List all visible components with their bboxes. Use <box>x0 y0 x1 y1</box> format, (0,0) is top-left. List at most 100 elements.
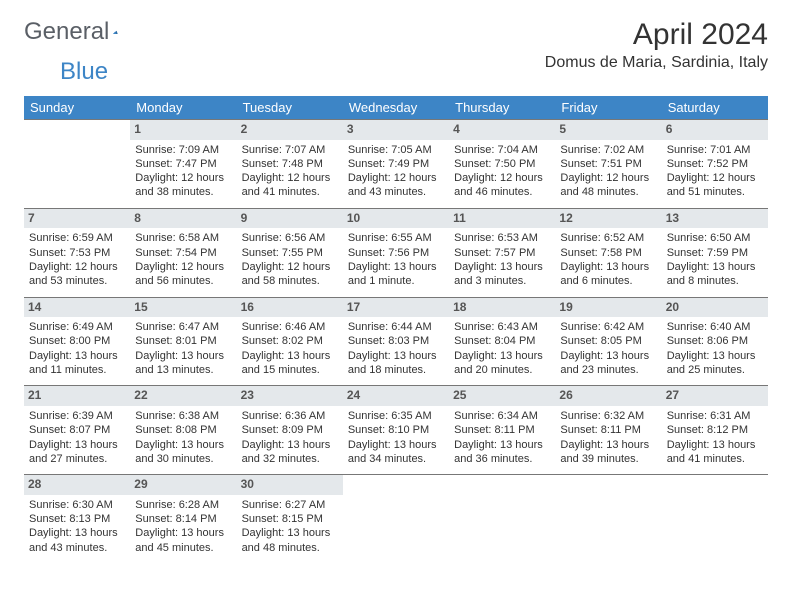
calendar-cell: 4Sunrise: 7:04 AMSunset: 7:50 PMDaylight… <box>449 120 555 209</box>
daylight: Daylight: 13 hours and 36 minutes. <box>454 438 550 467</box>
daylight: Daylight: 13 hours and 43 minutes. <box>29 526 125 555</box>
sunrise: Sunrise: 6:46 AM <box>242 320 338 334</box>
sunset: Sunset: 7:51 PM <box>560 157 656 171</box>
sunset: Sunset: 7:54 PM <box>135 246 231 260</box>
calendar-cell: 27Sunrise: 6:31 AMSunset: 8:12 PMDayligh… <box>662 386 768 475</box>
calendar-cell: 17Sunrise: 6:44 AMSunset: 8:03 PMDayligh… <box>343 297 449 386</box>
daylight: Daylight: 13 hours and 27 minutes. <box>29 438 125 467</box>
calendar-cell: 15Sunrise: 6:47 AMSunset: 8:01 PMDayligh… <box>130 297 236 386</box>
day-number: 30 <box>237 475 343 495</box>
sunset: Sunset: 8:05 PM <box>560 334 656 348</box>
sunrise: Sunrise: 6:34 AM <box>454 409 550 423</box>
sunset: Sunset: 7:58 PM <box>560 246 656 260</box>
calendar-cell: 5Sunrise: 7:02 AMSunset: 7:51 PMDaylight… <box>555 120 661 209</box>
day-number: 13 <box>662 209 768 229</box>
sunrise: Sunrise: 6:31 AM <box>667 409 763 423</box>
sunset: Sunset: 8:07 PM <box>29 423 125 437</box>
sunrise: Sunrise: 6:59 AM <box>29 231 125 245</box>
sunrise: Sunrise: 7:07 AM <box>242 143 338 157</box>
day-number: 21 <box>24 386 130 406</box>
sunrise: Sunrise: 7:04 AM <box>454 143 550 157</box>
weekday-header: Monday <box>130 96 236 120</box>
weekday-header: Thursday <box>449 96 555 120</box>
sunset: Sunset: 8:01 PM <box>135 334 231 348</box>
sunset: Sunset: 7:59 PM <box>667 246 763 260</box>
day-number: 28 <box>24 475 130 495</box>
calendar-cell: 12Sunrise: 6:52 AMSunset: 7:58 PMDayligh… <box>555 208 661 297</box>
calendar-cell: 7 Sunrise: 6:59 AMSunset: 7:53 PMDaylight… <box>24 208 130 297</box>
daylight: Daylight: 12 hours and 58 minutes. <box>242 260 338 289</box>
sunset: Sunset: 8:11 PM <box>454 423 550 437</box>
calendar-cell: 26Sunrise: 6:32 AMSunset: 8:11 PMDayligh… <box>555 386 661 475</box>
daylight: Daylight: 13 hours and 45 minutes. <box>135 526 231 555</box>
daylight: Daylight: 13 hours and 18 minutes. <box>348 349 444 378</box>
calendar-cell: 3Sunrise: 7:05 AMSunset: 7:49 PMDaylight… <box>343 120 449 209</box>
daylight: Daylight: 12 hours and 46 minutes. <box>454 171 550 200</box>
calendar-cell <box>343 475 449 563</box>
daylight: Daylight: 13 hours and 3 minutes. <box>454 260 550 289</box>
calendar-cell: 23Sunrise: 6:36 AMSunset: 8:09 PMDayligh… <box>237 386 343 475</box>
daylight: Daylight: 12 hours and 53 minutes. <box>29 260 125 289</box>
calendar-cell <box>555 475 661 563</box>
logo-text-2: Blue <box>60 58 108 86</box>
calendar-week: 21Sunrise: 6:39 AMSunset: 8:07 PMDayligh… <box>24 386 768 475</box>
calendar-cell: 13Sunrise: 6:50 AMSunset: 7:59 PMDayligh… <box>662 208 768 297</box>
daylight: Daylight: 13 hours and 1 minute. <box>348 260 444 289</box>
day-number: 11 <box>449 209 555 229</box>
calendar-cell: 22Sunrise: 6:38 AMSunset: 8:08 PMDayligh… <box>130 386 236 475</box>
calendar-cell: 1Sunrise: 7:09 AMSunset: 7:47 PMDaylight… <box>130 120 236 209</box>
calendar-cell: 29Sunrise: 6:28 AMSunset: 8:14 PMDayligh… <box>130 475 236 563</box>
day-number: 4 <box>449 120 555 140</box>
calendar-cell: 10Sunrise: 6:55 AMSunset: 7:56 PMDayligh… <box>343 208 449 297</box>
day-number: 18 <box>449 298 555 318</box>
weekday-header: Sunday <box>24 96 130 120</box>
calendar-cell: 18Sunrise: 6:43 AMSunset: 8:04 PMDayligh… <box>449 297 555 386</box>
day-number: 7 <box>24 209 130 229</box>
logo: General <box>24 18 141 46</box>
daylight: Daylight: 13 hours and 34 minutes. <box>348 438 444 467</box>
calendar-cell: 25Sunrise: 6:34 AMSunset: 8:11 PMDayligh… <box>449 386 555 475</box>
calendar-body: 1Sunrise: 7:09 AMSunset: 7:47 PMDaylight… <box>24 120 768 563</box>
calendar-cell <box>662 475 768 563</box>
day-number: 8 <box>130 209 236 229</box>
sunrise: Sunrise: 6:36 AM <box>242 409 338 423</box>
sunrise: Sunrise: 6:53 AM <box>454 231 550 245</box>
sunrise: Sunrise: 6:40 AM <box>667 320 763 334</box>
sunset: Sunset: 8:02 PM <box>242 334 338 348</box>
sunrise: Sunrise: 6:49 AM <box>29 320 125 334</box>
day-number: 10 <box>343 209 449 229</box>
weekday-header: Saturday <box>662 96 768 120</box>
calendar-cell: 20Sunrise: 6:40 AMSunset: 8:06 PMDayligh… <box>662 297 768 386</box>
daylight: Daylight: 13 hours and 30 minutes. <box>135 438 231 467</box>
sunset: Sunset: 8:12 PM <box>667 423 763 437</box>
calendar-cell: 30Sunrise: 6:27 AMSunset: 8:15 PMDayligh… <box>237 475 343 563</box>
calendar-week: 28Sunrise: 6:30 AMSunset: 8:13 PMDayligh… <box>24 475 768 563</box>
sunrise: Sunrise: 7:02 AM <box>560 143 656 157</box>
daylight: Daylight: 13 hours and 20 minutes. <box>454 349 550 378</box>
month-title: April 2024 <box>545 18 768 52</box>
day-number: 24 <box>343 386 449 406</box>
sunrise: Sunrise: 6:30 AM <box>29 498 125 512</box>
sunrise: Sunrise: 6:39 AM <box>29 409 125 423</box>
sunset: Sunset: 7:47 PM <box>135 157 231 171</box>
weekday-header: Tuesday <box>237 96 343 120</box>
daylight: Daylight: 13 hours and 23 minutes. <box>560 349 656 378</box>
title-block: April 2024 Domus de Maria, Sardinia, Ita… <box>545 18 768 72</box>
daylight: Daylight: 12 hours and 56 minutes. <box>135 260 231 289</box>
calendar-cell <box>24 120 130 209</box>
day-number: 17 <box>343 298 449 318</box>
calendar-cell: 19Sunrise: 6:42 AMSunset: 8:05 PMDayligh… <box>555 297 661 386</box>
sunset: Sunset: 8:11 PM <box>560 423 656 437</box>
day-number: 19 <box>555 298 661 318</box>
location: Domus de Maria, Sardinia, Italy <box>545 54 768 72</box>
sunrise: Sunrise: 6:35 AM <box>348 409 444 423</box>
weekday-header: Wednesday <box>343 96 449 120</box>
sunrise: Sunrise: 6:38 AM <box>135 409 231 423</box>
daylight: Daylight: 13 hours and 48 minutes. <box>242 526 338 555</box>
sunrise: Sunrise: 6:52 AM <box>560 231 656 245</box>
daylight: Daylight: 12 hours and 43 minutes. <box>348 171 444 200</box>
calendar-cell: 24Sunrise: 6:35 AMSunset: 8:10 PMDayligh… <box>343 386 449 475</box>
sunset: Sunset: 8:08 PM <box>135 423 231 437</box>
day-number: 15 <box>130 298 236 318</box>
sunset: Sunset: 7:53 PM <box>29 246 125 260</box>
